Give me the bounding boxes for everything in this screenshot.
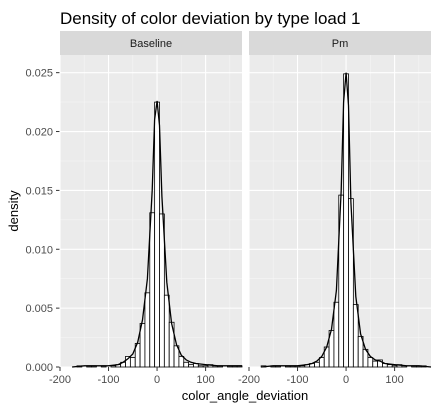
y-tick-label: 0.015 bbox=[25, 185, 53, 197]
histogram-bar bbox=[149, 212, 156, 368]
x-tick-label: -100 bbox=[287, 374, 309, 386]
histogram-bar bbox=[333, 301, 340, 368]
x-tick-label: 0 bbox=[154, 374, 160, 386]
histogram-bar bbox=[178, 356, 185, 368]
x-tick-label: -200 bbox=[238, 374, 260, 386]
histogram-bar bbox=[391, 365, 398, 368]
facet-panel-pm: Pm -200 -100 0 100 bbox=[238, 31, 432, 386]
x-tick-label: 100 bbox=[385, 374, 403, 386]
histogram-bar bbox=[372, 360, 379, 368]
density-curve bbox=[261, 72, 432, 368]
x-tick-label: 100 bbox=[196, 374, 214, 386]
histogram-bar bbox=[163, 294, 170, 368]
chart-title: Density of color deviation by type load … bbox=[60, 9, 361, 28]
histogram-bar bbox=[159, 213, 165, 368]
y-axis-label: density bbox=[6, 190, 21, 232]
histogram-bar bbox=[314, 361, 320, 368]
histogram-bar bbox=[129, 357, 136, 368]
histogram-bar bbox=[188, 364, 194, 368]
facet-strip-label: Baseline bbox=[130, 38, 172, 50]
facet-panel-baseline: Baseline -200 -100 0 100 bbox=[49, 31, 243, 386]
x-tick-label: -100 bbox=[98, 374, 120, 386]
y-tick-label: 0.005 bbox=[25, 303, 53, 315]
x-axis-label: color_angle_deviation bbox=[182, 388, 308, 403]
facet-strip bbox=[249, 31, 431, 55]
histogram-bar bbox=[352, 304, 359, 368]
histogram-bar bbox=[144, 292, 151, 368]
x-tick-label: -200 bbox=[49, 374, 71, 386]
histogram-bar bbox=[154, 101, 160, 368]
histogram-bar bbox=[202, 365, 209, 368]
y-tick-label: 0.000 bbox=[25, 362, 53, 374]
density-curve bbox=[72, 100, 242, 368]
facet-strip bbox=[60, 31, 242, 55]
y-tick-label: 0.025 bbox=[25, 68, 53, 80]
panels-layer: 0.000 0.005 0.010 0.015 0.020 0.025 Baseline -2… bbox=[25, 31, 432, 386]
y-tick-label: 0.020 bbox=[25, 127, 53, 139]
histogram-bar bbox=[183, 361, 190, 368]
histogram-bar bbox=[367, 357, 374, 368]
x-tick-label: 0 bbox=[343, 374, 349, 386]
y-tick-label: 0.010 bbox=[25, 244, 53, 256]
histogram-bar bbox=[318, 357, 325, 368]
histogram-bar bbox=[386, 364, 393, 368]
facet-strip-label: Pm bbox=[332, 38, 349, 50]
histogram-bar bbox=[197, 365, 204, 368]
histogram-bar bbox=[343, 73, 349, 368]
